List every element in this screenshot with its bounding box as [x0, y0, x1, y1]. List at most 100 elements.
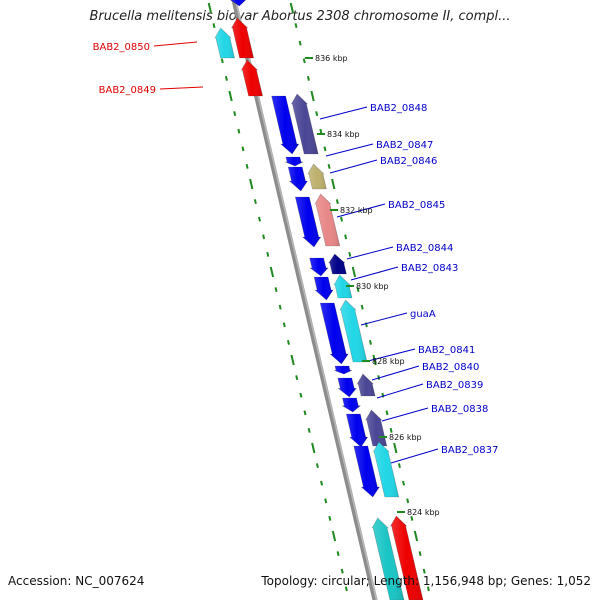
- gene-label-bab2-0840[interactable]: BAB2_0840: [371, 362, 479, 381]
- svg-text:BAB2_0844: BAB2_0844: [396, 243, 453, 254]
- gene-label-bab2-0841[interactable]: BAB2_0841: [367, 345, 475, 362]
- tick-mark: [418, 551, 422, 557]
- tick-mark: [315, 463, 319, 469]
- gene-label-bab2-0839[interactable]: BAB2_0839: [376, 380, 483, 399]
- summary-text: Topology: circular; Length: 1,156,948 bp…: [261, 574, 591, 588]
- backbone-highlight: [234, 0, 378, 600]
- gene-label-bab2-0849[interactable]: BAB2_0849: [99, 85, 204, 96]
- svg-text:BAB2_0845: BAB2_0845: [388, 200, 445, 211]
- gene-arrow-bab2-0844[interactable]: [309, 257, 329, 277]
- tick-mark: [393, 442, 398, 454]
- gene-arrow-bab2-0838[interactable]: [345, 413, 369, 448]
- tick-mark: [426, 586, 430, 592]
- gene-label-bab2-0850[interactable]: BAB2_0850: [93, 41, 198, 53]
- scale-label: 834 kbp: [327, 130, 360, 139]
- gene-label-bab2-0843[interactable]: BAB2_0843: [350, 263, 458, 281]
- tick-mark: [389, 427, 393, 433]
- svg-text:guaA: guaA: [410, 309, 436, 320]
- tick-mark: [356, 287, 360, 293]
- scale-label: 830 kbp: [356, 282, 389, 291]
- svg-text:BAB2_0841: BAB2_0841: [418, 345, 475, 356]
- gene-label-bab2-0847[interactable]: BAB2_0847: [325, 140, 433, 157]
- gene-feature-0837-cyan[interactable]: [372, 441, 400, 498]
- gene-label-bab2-0838[interactable]: BAB2_0838: [381, 404, 488, 422]
- tick-mark: [269, 266, 275, 278]
- tick-mark: [249, 178, 254, 190]
- tick-mark: [422, 568, 426, 574]
- gene-label-guaa[interactable]: guaA: [360, 309, 436, 326]
- gene-arrow-bab2-0847[interactable]: [284, 156, 304, 167]
- tick-mark: [360, 304, 364, 310]
- tick-mark: [278, 304, 282, 310]
- svg-text:BAB2_0848: BAB2_0848: [370, 103, 427, 114]
- tick-mark: [315, 111, 319, 117]
- tick-mark: [228, 90, 233, 102]
- tick-mark: [253, 199, 257, 205]
- gene-arrow-bab2-0841[interactable]: [333, 365, 353, 375]
- tick-mark: [207, 2, 213, 14]
- backbone-axis: [231, 0, 378, 600]
- gene-arrow-bab2-0837[interactable]: [353, 445, 380, 498]
- gene-feature-0838-slate[interactable]: [365, 409, 388, 447]
- tick-mark: [344, 234, 348, 240]
- gene-arrow-top-fragment[interactable]: [229, 0, 247, 7]
- gene-label-bab2-0846[interactable]: BAB2_0846: [329, 156, 437, 174]
- tick-mark: [310, 90, 315, 102]
- gene-feature-0848-slate[interactable]: [290, 93, 319, 155]
- tick-mark: [351, 266, 357, 278]
- tick-mark: [323, 146, 327, 152]
- tick-mark: [324, 498, 328, 504]
- gene-arrow-bab2-0843[interactable]: [313, 276, 334, 301]
- tick-mark: [336, 551, 340, 557]
- scale-label: 824 kbp: [407, 508, 440, 517]
- tick-mark: [302, 58, 306, 64]
- gene-label-bab2-0845[interactable]: BAB2_0845: [336, 200, 445, 218]
- svg-text:BAB2_0840: BAB2_0840: [422, 362, 479, 373]
- tick-mark: [368, 339, 372, 345]
- scale-labels: 836 kbp 834 kbp 832 kbp 830 kbp 828 kbp 826 k…: [305, 54, 440, 517]
- tick-mark: [410, 515, 414, 521]
- tick-mark: [385, 410, 389, 416]
- gene-feature-0845-salmon[interactable]: [314, 193, 341, 247]
- tick-mark: [372, 354, 377, 366]
- gene-arrow-bab2-0850b[interactable]: [231, 17, 254, 59]
- gene-feature-guaa-cyan[interactable]: [339, 299, 368, 363]
- gene-feature-0839-slate[interactable]: [356, 373, 376, 397]
- tick-mark: [381, 392, 385, 398]
- gene-arrow-bab2-0848-inner[interactable]: [271, 95, 300, 155]
- gene-feature-0844-navy[interactable]: [328, 253, 347, 275]
- gene-arrow-bottom-teal[interactable]: [371, 517, 405, 600]
- gene-arrow-bab2-0840[interactable]: [337, 377, 357, 398]
- gene-label-bab2-0837[interactable]: BAB2_0837: [390, 445, 498, 464]
- gene-arrow-bab2-0845[interactable]: [294, 196, 322, 248]
- tick-mark: [307, 427, 311, 433]
- gene-arrow-bab2-0850[interactable]: [214, 27, 235, 59]
- tick-mark: [397, 463, 401, 469]
- scale-label: 836 kbp: [315, 54, 348, 63]
- gene-label-bab2-0848[interactable]: BAB2_0848: [319, 103, 427, 120]
- tick-mark: [406, 498, 410, 504]
- tick-mark: [298, 40, 302, 46]
- gene-arrow-bab2-0839[interactable]: [341, 397, 362, 413]
- tick-mark: [328, 515, 332, 521]
- gene-arrow-bottom-red[interactable]: [390, 515, 424, 600]
- scale-label: 828 kbp: [372, 357, 405, 366]
- svg-text:BAB2_0847: BAB2_0847: [376, 140, 433, 151]
- gene-label-bab2-0844[interactable]: BAB2_0844: [346, 243, 453, 260]
- tick-marks: [207, 0, 430, 600]
- gene-arrow-bab2-0849[interactable]: [240, 59, 263, 97]
- tick-mark: [303, 410, 307, 416]
- tick-mark: [237, 128, 241, 134]
- tick-mark: [413, 530, 419, 542]
- gene-arrow-bab2-0846[interactable]: [287, 166, 309, 192]
- svg-text:BAB2_0838: BAB2_0838: [431, 404, 488, 415]
- tick-mark: [311, 442, 316, 454]
- tick-mark: [319, 128, 323, 134]
- tick-mark: [266, 251, 270, 257]
- tick-mark: [348, 251, 352, 257]
- gene-arrow-guaa[interactable]: [319, 302, 349, 365]
- gene-feature-0846-khaki[interactable]: [307, 163, 327, 190]
- tick-mark: [344, 586, 348, 592]
- tick-mark: [286, 339, 290, 345]
- tick-mark: [294, 23, 298, 29]
